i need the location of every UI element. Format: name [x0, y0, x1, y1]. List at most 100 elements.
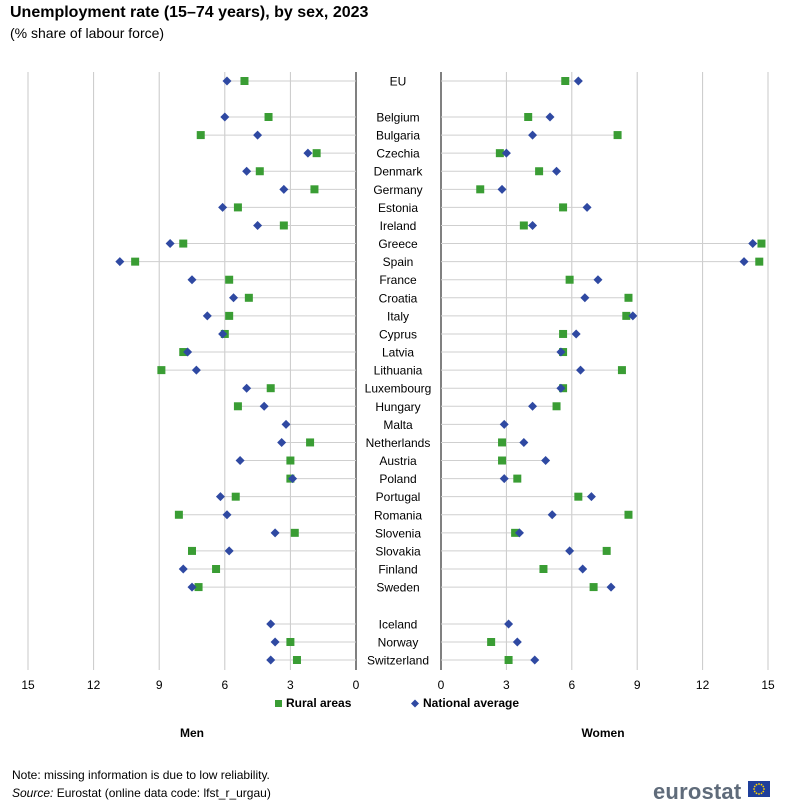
rural-marker-women [622, 311, 631, 320]
rural-marker-men [233, 203, 242, 212]
national-marker-men [165, 239, 175, 249]
national-marker-women [528, 401, 538, 411]
national-marker-women [504, 619, 514, 629]
rural-marker-women [559, 329, 568, 338]
rural-marker-women [561, 77, 570, 85]
country-label: EU [390, 75, 407, 89]
national-marker-women [497, 184, 507, 194]
country-label: Portugal [376, 490, 421, 504]
rural-marker-women [524, 113, 533, 121]
x-tick-label-women: 3 [503, 678, 510, 692]
national-marker-men [266, 619, 276, 629]
country-label: Luxembourg [365, 382, 432, 396]
national-marker-men [202, 311, 212, 321]
national-marker-men [279, 184, 289, 194]
rural-marker-women [755, 257, 764, 266]
country-label: Finland [378, 563, 417, 577]
national-marker-women [519, 437, 529, 447]
country-label: Switzerland [367, 654, 429, 668]
unemployment-chart: EU Belgium Bulgaria Czechia Denmark Germany Es… [21, 72, 775, 740]
country-label: Germany [373, 183, 422, 197]
national-marker-women [528, 220, 538, 230]
national-marker-women [499, 419, 509, 429]
national-marker-women [512, 637, 522, 647]
x-tick-label-men: 9 [156, 678, 163, 692]
national-marker-men [277, 437, 287, 447]
national-marker-men [224, 546, 234, 556]
rural-marker-men [225, 311, 234, 320]
x-tick-label-men: 3 [287, 678, 294, 692]
rural-marker-women [624, 510, 633, 519]
x-tick-label-men: 12 [87, 678, 101, 692]
national-marker-men [270, 637, 280, 647]
rural-marker-men [194, 583, 203, 592]
national-marker-women [578, 564, 588, 574]
country-label: Italy [387, 309, 409, 323]
national-marker-men [253, 220, 263, 230]
eu-flag-icon [748, 781, 770, 797]
national-marker-women [580, 293, 590, 303]
national-marker-women [582, 202, 592, 212]
footer-source: Source: Eurostat (online data code: lfst… [12, 786, 271, 800]
country-label: Slovenia [375, 526, 421, 540]
national-marker-women [573, 76, 583, 86]
source-label: Source: [12, 786, 54, 800]
country-label: Norway [378, 636, 419, 650]
country-label: Slovakia [375, 544, 421, 558]
rural-marker-women [565, 275, 574, 284]
national-marker-men [215, 492, 225, 502]
country-label: Netherlands [366, 436, 431, 450]
rural-marker-men [196, 131, 205, 140]
national-marker-men [178, 564, 188, 574]
footer-note: Note: missing information is due to low … [12, 768, 270, 782]
legend-national-label: National average [423, 696, 519, 710]
country-label: Estonia [378, 201, 418, 215]
national-marker-men [187, 275, 197, 285]
national-marker-men [303, 148, 313, 158]
rural-marker-women [504, 656, 513, 664]
country-label: Czechia [376, 147, 420, 161]
country-label: Bulgaria [376, 129, 420, 143]
rural-marker-women [757, 239, 766, 248]
national-marker-women [556, 383, 566, 393]
national-marker-women [628, 311, 638, 321]
page-title: Unemployment rate (15–74 years), by sex,… [10, 4, 369, 21]
national-marker-men [229, 293, 239, 303]
eurostat-logo: eurostat [653, 779, 742, 804]
country-label: Sweden [376, 581, 419, 595]
rural-marker-men [244, 293, 253, 302]
rural-marker-men [212, 565, 221, 573]
national-marker-women [552, 166, 562, 176]
country-label: Austria [379, 454, 417, 468]
x-tick-label-women: 15 [761, 678, 775, 692]
rural-marker-men [240, 77, 249, 85]
national-marker-women [499, 474, 509, 484]
rural-marker-men [312, 149, 321, 158]
rural-marker-men [290, 528, 299, 537]
x-tick-label-women: 9 [634, 678, 641, 692]
rural-marker-women [476, 185, 485, 194]
country-label: Spain [383, 255, 414, 269]
rural-marker-women [617, 366, 626, 375]
rural-marker-men [310, 185, 319, 194]
rural-marker-women [513, 474, 522, 483]
page-subtitle: (% share of labour force) [10, 25, 165, 41]
country-label: Hungary [375, 400, 420, 414]
rural-marker-women [495, 149, 504, 158]
rural-marker-men [286, 638, 295, 646]
x-tick-label-women: 12 [696, 678, 710, 692]
national-marker-men [218, 329, 228, 339]
rural-marker-men [264, 113, 273, 121]
rural-marker-women [589, 583, 598, 592]
rural-marker-women [552, 402, 561, 411]
national-marker-men [242, 383, 252, 393]
rural-marker-women [559, 203, 568, 212]
rural-marker-women [574, 492, 583, 501]
national-marker-women [547, 510, 557, 520]
rural-marker-women [602, 546, 611, 555]
rural-marker-men [255, 167, 264, 176]
national-marker-women [593, 275, 603, 285]
source-text: Eurostat (online data code: lfst_r_urgau… [53, 786, 271, 800]
country-label: Croatia [379, 291, 418, 305]
rural-marker-women [498, 456, 507, 465]
